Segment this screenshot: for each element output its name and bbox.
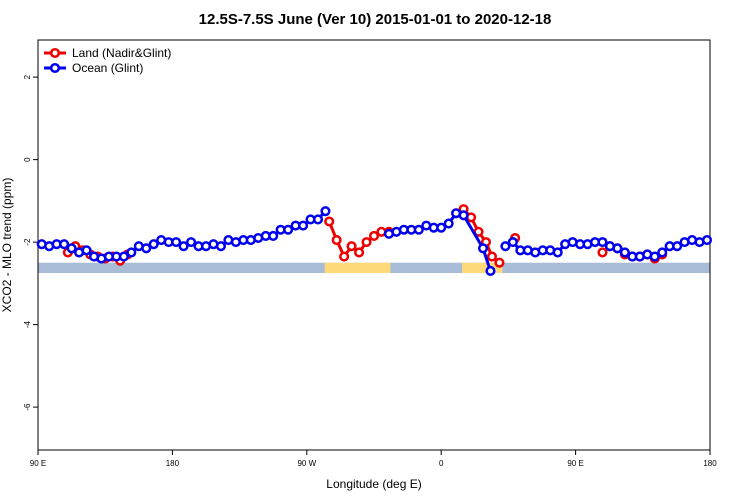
x-axis-label: Longitude (deg E) — [326, 477, 421, 491]
series-point — [500, 241, 511, 252]
series-point — [148, 239, 159, 250]
series-point — [597, 237, 608, 248]
land-band — [324, 262, 391, 274]
series-point — [485, 265, 496, 277]
series-point — [186, 237, 197, 248]
series-point — [436, 222, 447, 233]
series-point — [81, 245, 92, 256]
series-point — [486, 251, 498, 262]
legend-label: Ocean (Glint) — [72, 61, 143, 75]
series-point — [672, 241, 683, 252]
x-tick-label: 90 E — [30, 459, 46, 468]
series-point — [178, 241, 189, 252]
series-point — [612, 243, 623, 254]
series-point — [283, 224, 294, 235]
series-point — [331, 235, 342, 246]
y-tick-label: -6 — [23, 403, 32, 411]
series-point — [649, 251, 660, 262]
legend-marker — [49, 47, 61, 59]
y-tick-label: -2 — [23, 238, 32, 246]
chart-title: 12.5S-7.5S June (Ver 10) 2015-01-01 to 2… — [199, 11, 552, 28]
series-point — [477, 243, 489, 254]
x-tick-label: 0 — [439, 459, 444, 468]
series-point — [141, 243, 152, 254]
x-tick-label: 180 — [703, 459, 717, 468]
x-tick-label: 90 W — [297, 459, 316, 468]
series-point — [458, 210, 469, 221]
series-point — [215, 241, 226, 252]
series-point — [126, 247, 137, 258]
series-point — [657, 247, 668, 258]
series-point — [324, 216, 335, 227]
series-point — [59, 239, 70, 250]
series-point — [298, 220, 309, 231]
series-point — [171, 237, 182, 248]
land-band — [462, 262, 503, 274]
series-point — [361, 237, 372, 248]
legend-label: Land (Nadir&Glint) — [72, 46, 171, 60]
series-line — [388, 211, 492, 272]
series-point — [268, 230, 279, 241]
series-point — [354, 247, 365, 258]
legend-marker — [49, 62, 61, 74]
series-point — [312, 214, 324, 225]
series-point — [494, 257, 505, 268]
series-point — [320, 206, 331, 217]
series-point — [118, 251, 129, 262]
series-point — [507, 237, 518, 248]
series-point — [368, 230, 380, 241]
series-point — [701, 235, 713, 246]
y-tick-label: 0 — [23, 157, 32, 162]
series-point — [339, 251, 350, 262]
series-point — [619, 247, 630, 258]
y-tick-label: -4 — [23, 321, 32, 329]
series-point — [597, 247, 608, 258]
series-point — [443, 218, 454, 229]
series-point — [413, 224, 424, 235]
y-tick-label: 2 — [23, 74, 32, 79]
x-tick-label: 180 — [166, 459, 180, 468]
series-point — [552, 247, 563, 258]
series-point — [66, 243, 77, 254]
x-tick-label: 90 E — [567, 459, 583, 468]
y-axis-label: XCO2 - MLO trend (ppm) — [0, 178, 14, 313]
series-point — [346, 241, 357, 252]
